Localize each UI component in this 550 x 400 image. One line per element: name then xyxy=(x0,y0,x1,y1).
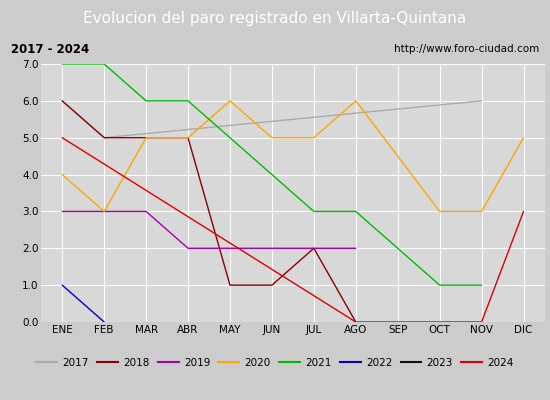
Text: Evolucion del paro registrado en Villarta-Quintana: Evolucion del paro registrado en Villart… xyxy=(84,10,466,26)
Text: http://www.foro-ciudad.com: http://www.foro-ciudad.com xyxy=(394,44,539,54)
Legend: 2017, 2018, 2019, 2020, 2021, 2022, 2023, 2024: 2017, 2018, 2019, 2020, 2021, 2022, 2023… xyxy=(32,354,518,372)
Text: 2017 - 2024: 2017 - 2024 xyxy=(11,43,89,56)
